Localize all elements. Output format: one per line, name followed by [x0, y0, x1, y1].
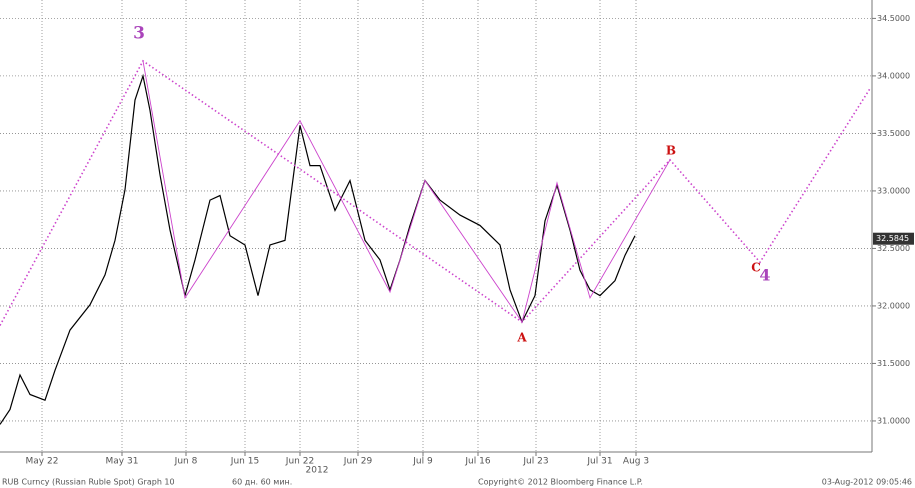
y-tick-label: 31.0000 — [877, 416, 910, 425]
y-tick-label: 34.0000 — [877, 71, 910, 80]
x-tick-label: May 31 — [106, 457, 139, 467]
last-price-tag — [873, 232, 914, 245]
x-tick-label: Aug 3 — [623, 457, 649, 467]
y-tick-label: 31.5000 — [877, 359, 910, 368]
x-tick-label: Jun 22 — [285, 457, 314, 467]
footer-timestamp: 03-Aug-2012 09:05:46 — [822, 478, 912, 487]
footer-ticker: RUB Curncy (Russian Ruble Spot) Graph 10 — [2, 478, 175, 487]
y-tick-label: 32.0000 — [877, 301, 910, 310]
x-tick-label: May 22 — [26, 457, 59, 467]
wave-label: A — [516, 331, 527, 345]
x-tick-label: Jul 23 — [522, 457, 548, 467]
year-label: 2012 — [306, 466, 329, 476]
wave-line — [142, 60, 671, 324]
footer-copyright: Copyright© 2012 Bloomberg Finance L.P. — [478, 478, 643, 487]
wave-label: C — [751, 261, 761, 275]
x-tick-label: Jul 16 — [464, 457, 490, 467]
y-tick-label: 32.5000 — [877, 244, 910, 253]
x-tick-label: Jul 31 — [586, 457, 612, 467]
x-tick-label: Jun 29 — [343, 457, 373, 467]
last-price-label: 32.5845 — [876, 234, 909, 243]
wave-label: B — [666, 144, 676, 158]
price-line — [0, 73, 636, 425]
wave-label: 3 — [133, 24, 145, 44]
x-tick-label: Jul 9 — [412, 457, 433, 467]
y-tick-label: 33.5000 — [877, 129, 910, 138]
wave-label: 4 — [759, 266, 770, 285]
footer-period: 60 дн. 60 мин. — [232, 478, 292, 487]
x-tick-label: Jun 15 — [230, 457, 259, 467]
y-tick-label: 33.0000 — [877, 186, 910, 195]
y-tick-label: 34.5000 — [877, 14, 910, 23]
x-tick-label: Jun 8 — [174, 457, 198, 467]
